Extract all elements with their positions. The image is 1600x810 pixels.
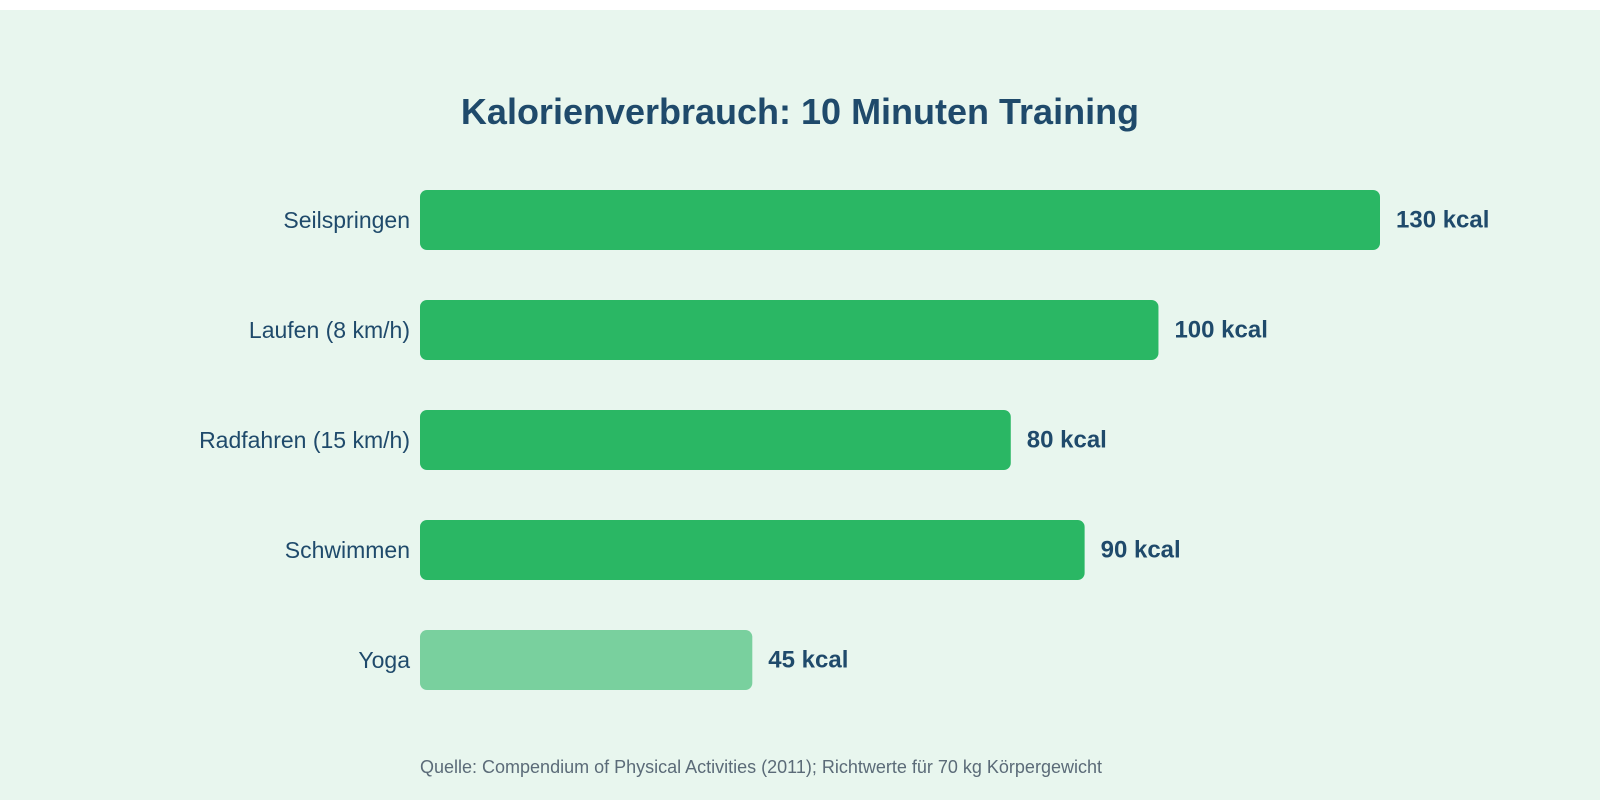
category-label: Seilspringen: [283, 207, 410, 233]
chart-title: Kalorienverbrauch: 10 Minuten Training: [460, 91, 1140, 132]
bar-2: [420, 300, 1159, 360]
bar-5: [420, 630, 753, 690]
bar-1: [420, 190, 1380, 250]
category-label: Schwimmen: [285, 537, 410, 563]
value-label: 45 kcal: [768, 647, 848, 674]
category-label: Laufen (8 km/h): [249, 317, 410, 343]
category-label: Yoga: [358, 647, 410, 673]
category-label: Radfahren (15 km/h): [199, 427, 410, 453]
value-label: 130 kcal: [1396, 207, 1489, 234]
chart-panel: Kalorienverbrauch: 10 Minuten Training S…: [0, 10, 1600, 800]
value-label: 90 kcal: [1101, 537, 1181, 564]
source-note: Quelle: Compendium of Physical Activitie…: [420, 757, 1102, 777]
value-label: 100 kcal: [1174, 317, 1267, 344]
bar-4: [420, 520, 1085, 580]
bar-3: [420, 410, 1011, 470]
value-label: 80 kcal: [1027, 427, 1107, 454]
bar-chart: Seilspringen 130 kcal Laufen (8 km/h) 100 k…: [199, 190, 1489, 690]
